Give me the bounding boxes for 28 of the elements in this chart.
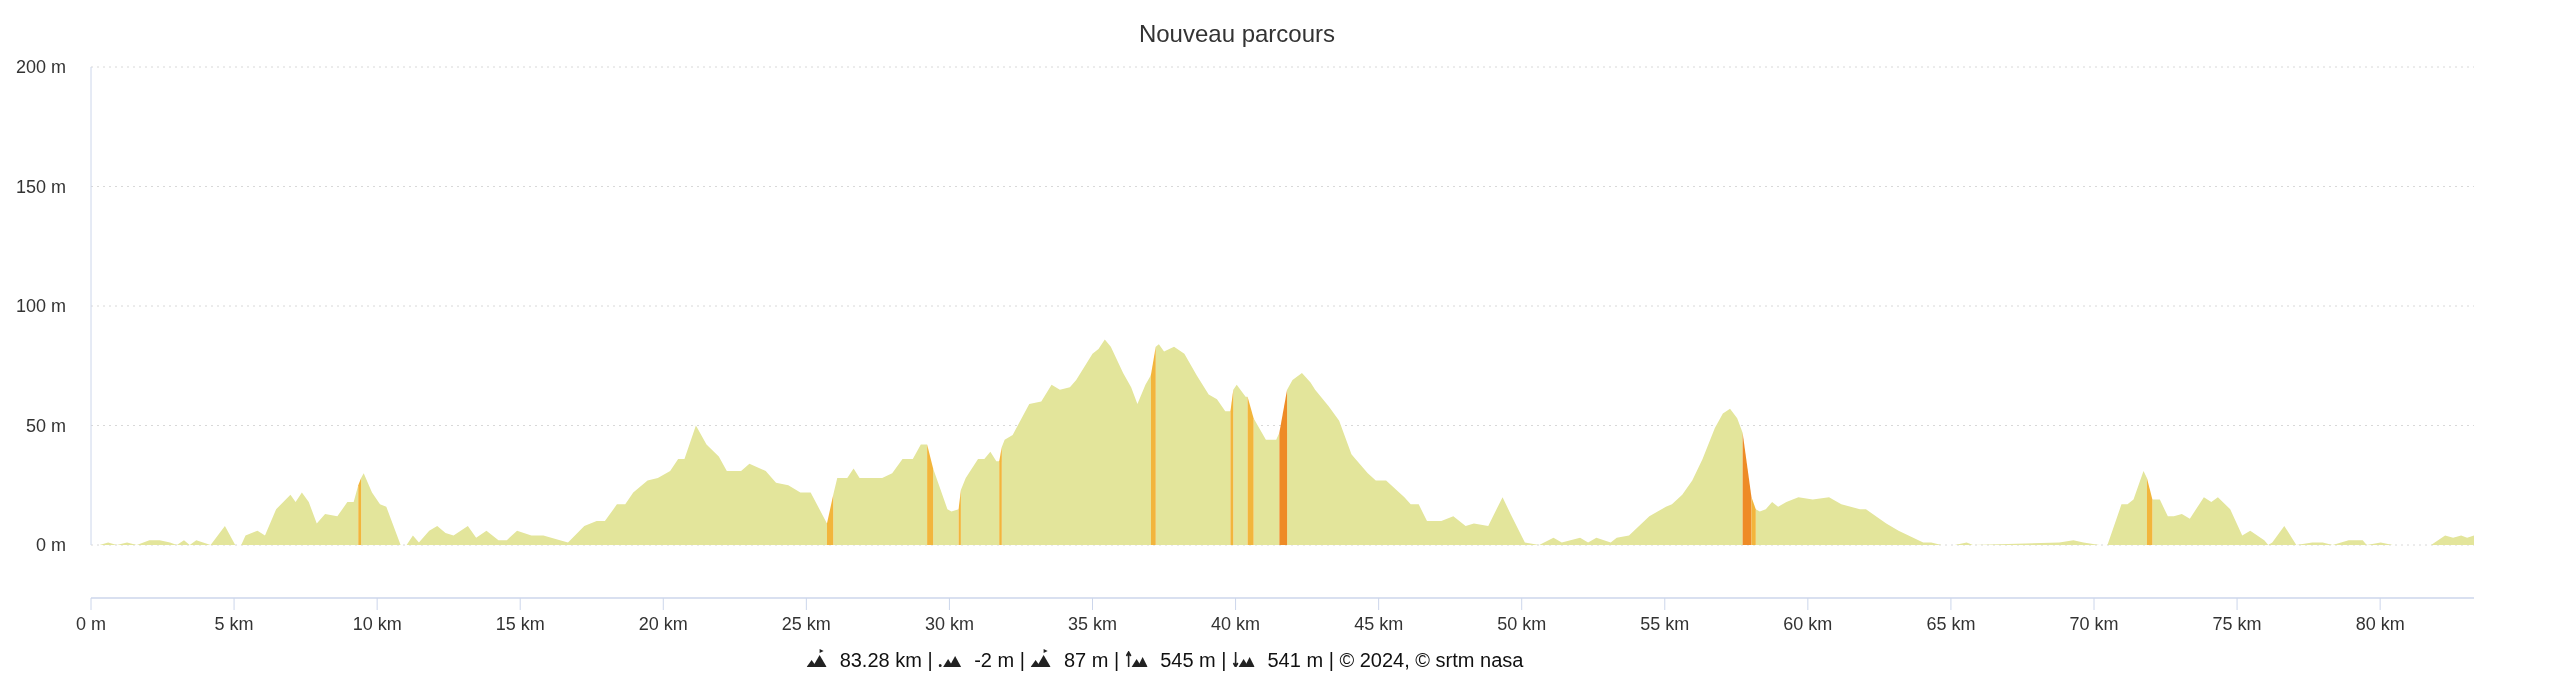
y-tick-label: 50 m [25, 415, 66, 436]
text: 545 m | [1160, 648, 1227, 672]
x-tick-label: 80 km [2355, 614, 2405, 634]
x-tick-label: 5 km [214, 614, 254, 634]
y-tick-label: 100 m [15, 296, 66, 317]
y-tick-label: 150 m [15, 176, 66, 197]
x-tick-label: 60 km [1783, 614, 1833, 634]
text: 541 m | © 2024, © srtm nasa [1267, 648, 1524, 672]
x-tick-label: 20 km [638, 614, 688, 634]
y-tick-label: 200 m [15, 57, 66, 78]
x-tick-label: 15 km [495, 614, 545, 634]
x-tick-label: 65 km [1926, 614, 1976, 634]
x-tick-label: 50 km [1497, 614, 1547, 634]
chart-title: Nouveau parcours [1138, 20, 1336, 47]
text: 83.28 km | [839, 648, 933, 672]
y-tick-label: 0 m [35, 535, 66, 556]
x-tick-label: 10 km [352, 614, 402, 634]
x-tick-label: 45 km [1354, 614, 1404, 634]
text: 87 m | [1063, 648, 1120, 672]
x-tick-label: 70 km [2069, 614, 2119, 634]
x-tick-label: 40 km [1211, 614, 1261, 634]
x-tick-label: 30 km [924, 614, 974, 634]
x-tick-label: 0 m [75, 614, 107, 634]
x-tick-label: 75 km [2212, 614, 2262, 634]
x-tick-label: 55 km [1640, 614, 1690, 634]
x-tick-label: 25 km [781, 614, 831, 634]
text: -2 m | [974, 648, 1025, 672]
x-tick-label: 35 km [1067, 614, 1118, 634]
